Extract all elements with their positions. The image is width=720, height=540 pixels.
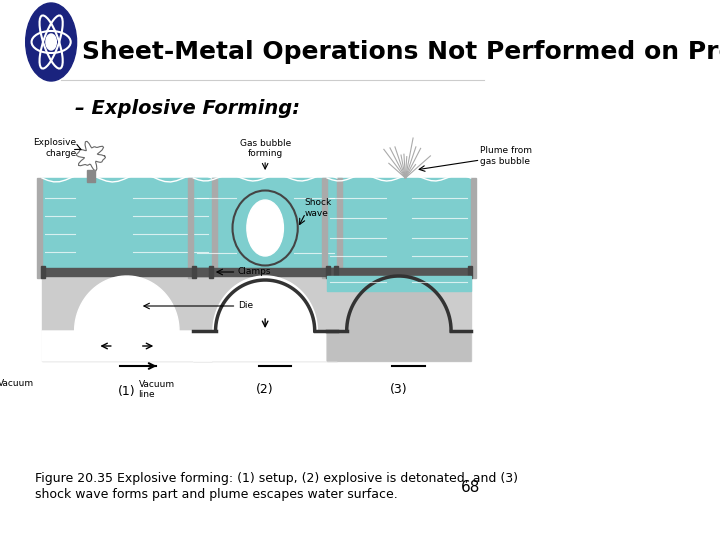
Bar: [194, 178, 337, 268]
Text: Shock
wave: Shock wave: [305, 198, 331, 218]
Bar: [41, 266, 45, 278]
Polygon shape: [194, 276, 337, 361]
Text: Plume from
gas bubble: Plume from gas bubble: [480, 146, 533, 166]
Bar: [334, 266, 338, 278]
Text: Clamps: Clamps: [238, 267, 271, 276]
Text: (1): (1): [118, 384, 135, 397]
Text: Vacuum
line: Vacuum line: [138, 380, 175, 400]
Text: 68: 68: [461, 480, 480, 495]
Bar: [209, 266, 213, 278]
Ellipse shape: [233, 191, 298, 266]
Bar: [42, 276, 212, 361]
Text: Vacuum: Vacuum: [0, 380, 34, 388]
Text: Die: Die: [238, 301, 253, 310]
Bar: [337, 178, 342, 278]
Bar: [42, 178, 212, 268]
Text: – Explosive Forming:: – Explosive Forming:: [75, 98, 300, 118]
Polygon shape: [327, 276, 471, 361]
Bar: [42, 276, 212, 361]
Text: shock wave forms part and plume escapes water surface.: shock wave forms part and plume escapes …: [35, 488, 398, 501]
Bar: [327, 178, 471, 268]
Bar: [327, 276, 471, 291]
Bar: [188, 178, 194, 278]
Bar: [194, 276, 337, 361]
Bar: [327, 268, 471, 276]
Bar: [42, 268, 212, 276]
Bar: [192, 266, 196, 278]
Bar: [326, 266, 330, 278]
Circle shape: [46, 34, 56, 50]
Polygon shape: [76, 141, 106, 171]
Text: Gas bubble
forming: Gas bubble forming: [240, 139, 291, 158]
Bar: [37, 178, 42, 278]
Bar: [212, 178, 217, 278]
Bar: [194, 276, 337, 361]
Bar: [194, 268, 337, 276]
Text: Explosive
charge: Explosive charge: [33, 138, 76, 158]
Polygon shape: [42, 276, 212, 361]
Text: Sheet-Metal Operations Not Performed on Presses: Sheet-Metal Operations Not Performed on …: [83, 40, 720, 64]
Text: Figure 20.35 Explosive forming: (1) setup, (2) explosive is detonated, and (3): Figure 20.35 Explosive forming: (1) setu…: [35, 472, 518, 485]
Circle shape: [247, 200, 284, 256]
Bar: [87, 170, 95, 182]
Bar: [327, 276, 471, 361]
Text: (2): (2): [256, 382, 274, 395]
Ellipse shape: [26, 3, 76, 81]
Bar: [322, 178, 327, 278]
Bar: [468, 266, 472, 278]
Bar: [471, 178, 476, 278]
Text: (3): (3): [390, 382, 408, 395]
Bar: [327, 276, 471, 361]
